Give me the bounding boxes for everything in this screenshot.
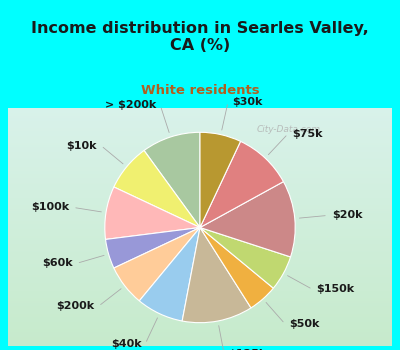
- Text: $50k: $50k: [289, 319, 319, 329]
- Wedge shape: [200, 228, 273, 308]
- Wedge shape: [200, 228, 290, 288]
- Text: $20k: $20k: [332, 210, 362, 220]
- Wedge shape: [114, 228, 200, 301]
- Wedge shape: [182, 228, 251, 323]
- Text: City-Data.com: City-Data.com: [256, 125, 320, 134]
- Text: $10k: $10k: [67, 141, 97, 150]
- Text: $200k: $200k: [56, 301, 95, 311]
- Text: Income distribution in Searles Valley,
CA (%): Income distribution in Searles Valley, C…: [31, 21, 369, 54]
- Text: $60k: $60k: [42, 258, 73, 268]
- Wedge shape: [200, 132, 240, 228]
- Wedge shape: [105, 187, 200, 239]
- Wedge shape: [200, 182, 295, 257]
- Wedge shape: [139, 228, 200, 321]
- Text: $30k: $30k: [232, 97, 262, 107]
- Text: $100k: $100k: [31, 202, 69, 212]
- Text: $40k: $40k: [111, 339, 142, 349]
- Wedge shape: [106, 228, 200, 268]
- Text: $150k: $150k: [316, 285, 354, 294]
- Text: $125k: $125k: [228, 349, 266, 350]
- Wedge shape: [144, 132, 200, 228]
- Text: White residents: White residents: [141, 84, 259, 97]
- Text: > $200k: > $200k: [105, 100, 156, 110]
- Wedge shape: [114, 150, 200, 228]
- Wedge shape: [200, 141, 284, 228]
- Text: $75k: $75k: [292, 129, 322, 139]
